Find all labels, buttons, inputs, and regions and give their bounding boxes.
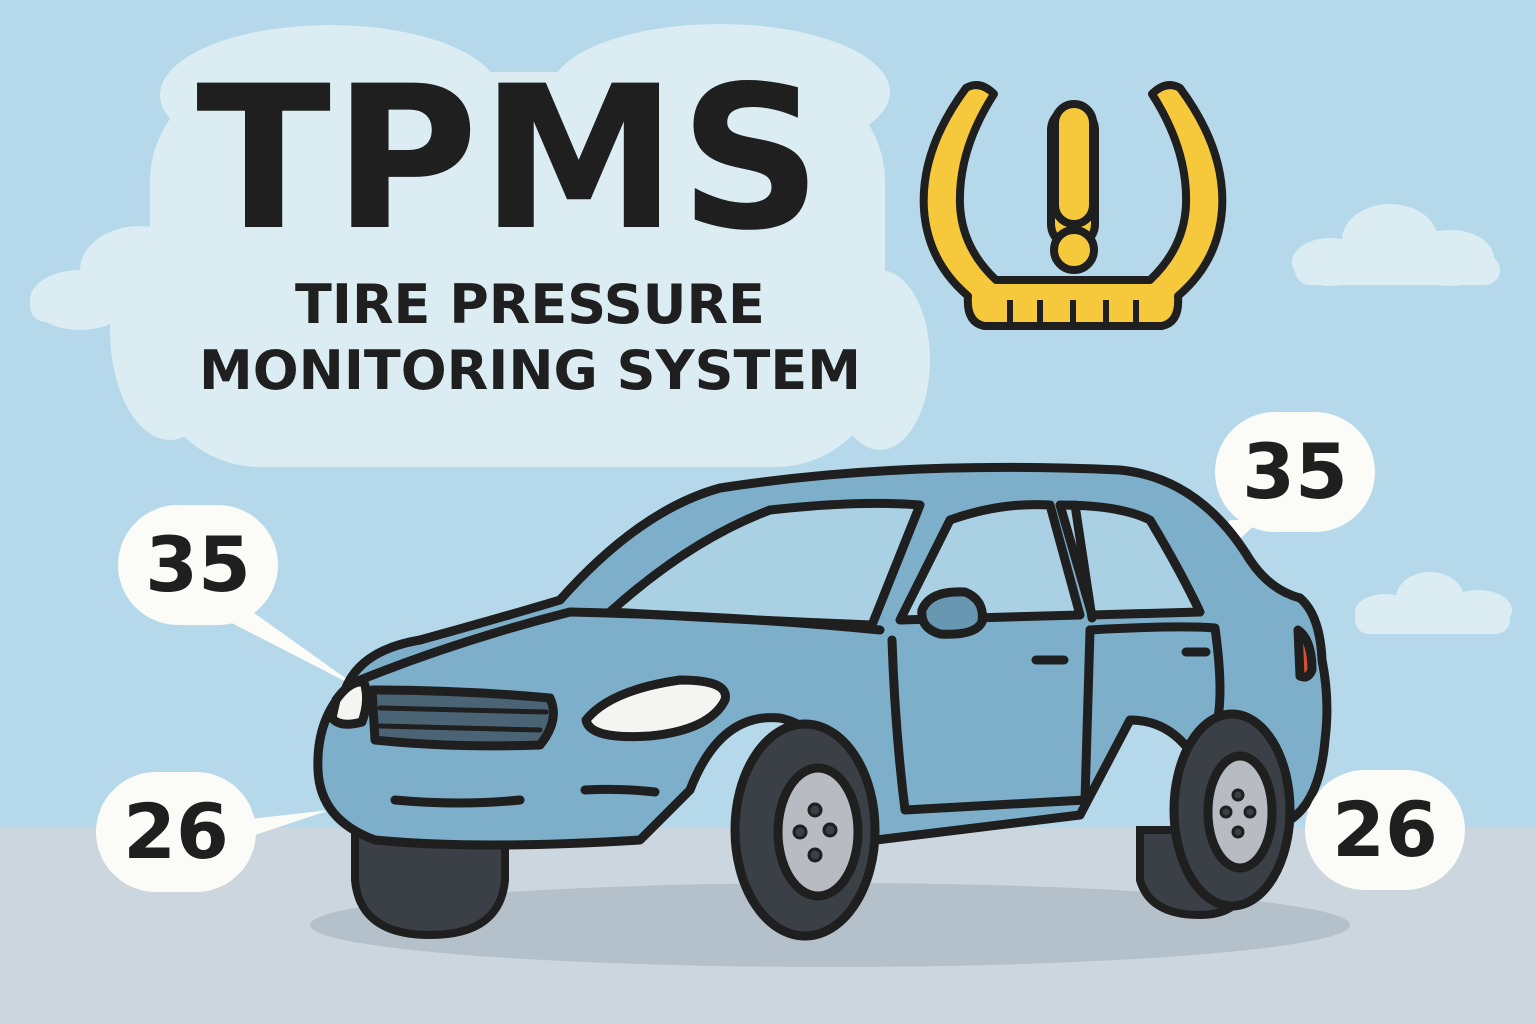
rear-wheel	[1169, 709, 1295, 911]
grille-bar-2	[377, 723, 543, 733]
side-mirror	[917, 587, 987, 639]
title-block: TPMS TIRE PRESSURE MONITORING SYSTEM	[150, 60, 910, 404]
cloud-right-top	[1292, 204, 1500, 286]
front-door	[887, 625, 1095, 815]
bumper-slot	[390, 795, 525, 808]
subtitle-line-2: MONITORING SYSTEM	[198, 338, 861, 402]
front-wheel	[730, 719, 880, 941]
side-skirt-light	[580, 784, 660, 797]
pressure-bubble-front-right: 26	[96, 772, 256, 892]
hood-line	[355, 607, 885, 685]
pressure-value: 26	[1332, 785, 1438, 874]
grille-bar-1	[377, 705, 549, 715]
rear-door	[1085, 622, 1225, 735]
page-title: TPMS	[196, 43, 824, 274]
b-pillar	[1070, 500, 1097, 623]
tail-light	[1293, 625, 1317, 682]
subtitle: TIRE PRESSURE MONITORING SYSTEM	[150, 272, 910, 404]
tpms-warning-exclamation	[1050, 100, 1098, 274]
cloud-right-mid	[1355, 572, 1512, 634]
rear-side-window	[1055, 500, 1205, 620]
pressure-value: 35	[1242, 427, 1348, 516]
pressure-value: 35	[145, 520, 251, 609]
title-backdrop	[110, 24, 930, 467]
pressure-bubble-rear-left: 26	[1305, 770, 1465, 890]
headlight-left	[327, 677, 372, 729]
pressure-value: 26	[123, 787, 229, 876]
headlight-right	[581, 675, 730, 742]
subtitle-line-1: TIRE PRESSURE	[295, 273, 765, 336]
pressure-bubble-rear-right: 35	[1215, 412, 1375, 532]
car	[313, 462, 1332, 850]
tpms-warning-treads	[1007, 300, 1139, 324]
grille	[367, 685, 558, 751]
pressure-bubble-front-left: 35	[118, 505, 278, 625]
